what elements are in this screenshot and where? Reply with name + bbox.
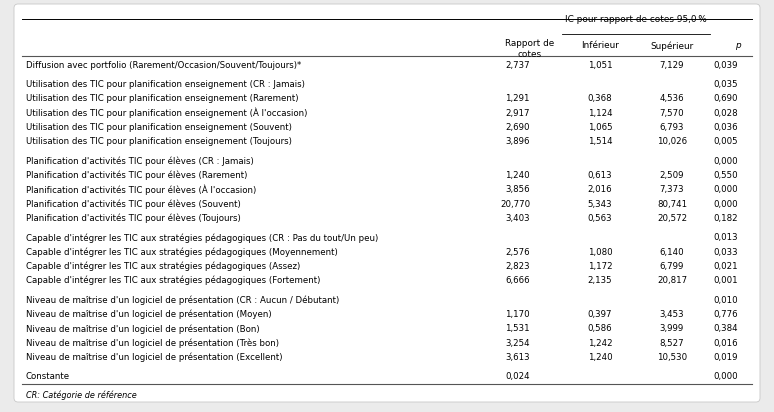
Text: 0,397: 0,397 (587, 310, 612, 319)
Text: 3,453: 3,453 (659, 310, 684, 319)
Text: 0,586: 0,586 (587, 324, 612, 333)
Text: 6,793: 6,793 (659, 123, 684, 132)
Text: 3,403: 3,403 (505, 214, 530, 223)
Text: Niveau de maîtrise d'un logiciel de présentation (Moyen): Niveau de maîtrise d'un logiciel de prés… (26, 310, 272, 319)
Text: Niveau de maîtrise d'un logiciel de présentation (CR : Aucun / Débutant): Niveau de maîtrise d'un logiciel de prés… (26, 295, 339, 305)
Text: 0,690: 0,690 (714, 94, 738, 103)
Text: 20,817: 20,817 (657, 276, 687, 285)
Text: CR: Catégorie de référence: CR: Catégorie de référence (26, 390, 137, 400)
Text: Diffusion avec portfolio (Rarement/Occasion/Souvent/Toujours)*: Diffusion avec portfolio (Rarement/Occas… (26, 61, 301, 70)
Text: 1,240: 1,240 (587, 353, 612, 362)
Text: Utilisation des TIC pour planification enseignement (Toujours): Utilisation des TIC pour planification e… (26, 137, 292, 146)
Text: 0,028: 0,028 (714, 109, 738, 118)
Text: 2,917: 2,917 (505, 109, 530, 118)
Text: 80,741: 80,741 (657, 199, 687, 208)
Text: 5,343: 5,343 (587, 199, 612, 208)
Text: 8,527: 8,527 (659, 339, 684, 347)
Text: IC pour rapport de cotes 95,0 %: IC pour rapport de cotes 95,0 % (565, 15, 707, 24)
Text: p: p (735, 41, 741, 50)
Text: 1,242: 1,242 (587, 339, 612, 347)
Text: 2,509: 2,509 (659, 171, 684, 180)
Text: Capable d'intégrer les TIC aux stratégies pédagogiques (Moyennement): Capable d'intégrer les TIC aux stratégie… (26, 248, 337, 257)
Text: Utilisation des TIC pour planification enseignement (À l'occasion): Utilisation des TIC pour planification e… (26, 108, 307, 119)
Text: 2,737: 2,737 (505, 61, 530, 70)
Text: 0,039: 0,039 (714, 61, 738, 70)
Text: 1,065: 1,065 (587, 123, 612, 132)
Text: 3,856: 3,856 (505, 185, 530, 194)
Text: 0,024: 0,024 (505, 372, 530, 382)
Text: 0,036: 0,036 (714, 123, 738, 132)
Text: 3,613: 3,613 (505, 353, 530, 362)
Text: Utilisation des TIC pour planification enseignement (CR : Jamais): Utilisation des TIC pour planification e… (26, 80, 305, 89)
Text: 0,000: 0,000 (714, 199, 738, 208)
Text: 3,896: 3,896 (505, 137, 530, 146)
Text: 1,514: 1,514 (587, 137, 612, 146)
Text: 0,000: 0,000 (714, 185, 738, 194)
Text: Utilisation des TIC pour planification enseignement (Souvent): Utilisation des TIC pour planification e… (26, 123, 292, 132)
Text: Capable d'intégrer les TIC aux stratégies pédagogiques (Fortement): Capable d'intégrer les TIC aux stratégie… (26, 276, 320, 286)
Text: 6,666: 6,666 (505, 276, 530, 285)
Text: 0,010: 0,010 (714, 296, 738, 305)
Text: 7,570: 7,570 (659, 109, 684, 118)
Text: 1,170: 1,170 (505, 310, 530, 319)
Text: 6,140: 6,140 (659, 248, 684, 257)
Text: 20,572: 20,572 (657, 214, 687, 223)
Text: 2,135: 2,135 (587, 276, 612, 285)
Text: 0,033: 0,033 (714, 248, 738, 257)
Text: 0,384: 0,384 (714, 324, 738, 333)
Text: 1,531: 1,531 (505, 324, 530, 333)
Text: Inférieur: Inférieur (581, 41, 619, 50)
Text: 0,016: 0,016 (714, 339, 738, 347)
Text: 10,026: 10,026 (657, 137, 687, 146)
Text: 0,005: 0,005 (714, 137, 738, 146)
Text: 0,776: 0,776 (714, 310, 738, 319)
Text: 0,013: 0,013 (714, 234, 738, 242)
Text: Planification d'activités TIC pour élèves (À l'occasion): Planification d'activités TIC pour élève… (26, 185, 256, 195)
Text: Planification d'activités TIC pour élèves (Souvent): Planification d'activités TIC pour élève… (26, 199, 241, 209)
Text: 0,019: 0,019 (714, 353, 738, 362)
Text: 0,001: 0,001 (714, 276, 738, 285)
Text: 1,124: 1,124 (587, 109, 612, 118)
Text: 1,051: 1,051 (587, 61, 612, 70)
Text: 2,576: 2,576 (505, 248, 530, 257)
Text: 0,563: 0,563 (587, 214, 612, 223)
Text: Niveau de maîtrise d'un logiciel de présentation (Bon): Niveau de maîtrise d'un logiciel de prés… (26, 324, 259, 334)
Text: 2,823: 2,823 (505, 262, 530, 271)
Text: 7,373: 7,373 (659, 185, 684, 194)
Text: 0,368: 0,368 (587, 94, 612, 103)
Text: 0,613: 0,613 (587, 171, 612, 180)
Text: Niveau de maîtrise d'un logiciel de présentation (Très bon): Niveau de maîtrise d'un logiciel de prés… (26, 338, 279, 348)
Text: Planification d'activités TIC pour élèves (CR : Jamais): Planification d'activités TIC pour élève… (26, 157, 254, 166)
Text: 6,799: 6,799 (659, 262, 684, 271)
Text: Planification d'activités TIC pour élèves (Rarement): Planification d'activités TIC pour élève… (26, 171, 248, 180)
Text: 0,000: 0,000 (714, 157, 738, 166)
Text: 20,770: 20,770 (500, 199, 530, 208)
Text: Capable d'intégrer les TIC aux stratégies pédagogiques (CR : Pas du tout/Un peu): Capable d'intégrer les TIC aux stratégie… (26, 233, 378, 243)
Text: 1,080: 1,080 (587, 248, 612, 257)
Text: 2,016: 2,016 (587, 185, 612, 194)
Text: 3,254: 3,254 (505, 339, 530, 347)
Text: 0,182: 0,182 (714, 214, 738, 223)
Text: 0,021: 0,021 (714, 262, 738, 271)
Text: Rapport de
cotes: Rapport de cotes (505, 39, 555, 59)
Text: 4,536: 4,536 (659, 94, 684, 103)
Text: 10,530: 10,530 (657, 353, 687, 362)
Text: 0,035: 0,035 (714, 80, 738, 89)
Text: Capable d'intégrer les TIC aux stratégies pédagogiques (Assez): Capable d'intégrer les TIC aux stratégie… (26, 262, 300, 271)
Text: 1,240: 1,240 (505, 171, 530, 180)
Text: Planification d'activités TIC pour élèves (Toujours): Planification d'activités TIC pour élève… (26, 213, 241, 223)
Text: 2,690: 2,690 (505, 123, 530, 132)
Text: Utilisation des TIC pour planification enseignement (Rarement): Utilisation des TIC pour planification e… (26, 94, 299, 103)
Text: Constante: Constante (26, 372, 70, 382)
FancyBboxPatch shape (14, 4, 760, 402)
Text: Supérieur: Supérieur (650, 41, 694, 51)
Text: 7,129: 7,129 (659, 61, 684, 70)
Text: 1,172: 1,172 (587, 262, 612, 271)
Text: 1,291: 1,291 (505, 94, 530, 103)
Text: Niveau de maîtrise d'un logiciel de présentation (Excellent): Niveau de maîtrise d'un logiciel de prés… (26, 353, 283, 362)
Text: 0,000: 0,000 (714, 372, 738, 382)
Text: 0,550: 0,550 (714, 171, 738, 180)
Text: 3,999: 3,999 (660, 324, 684, 333)
